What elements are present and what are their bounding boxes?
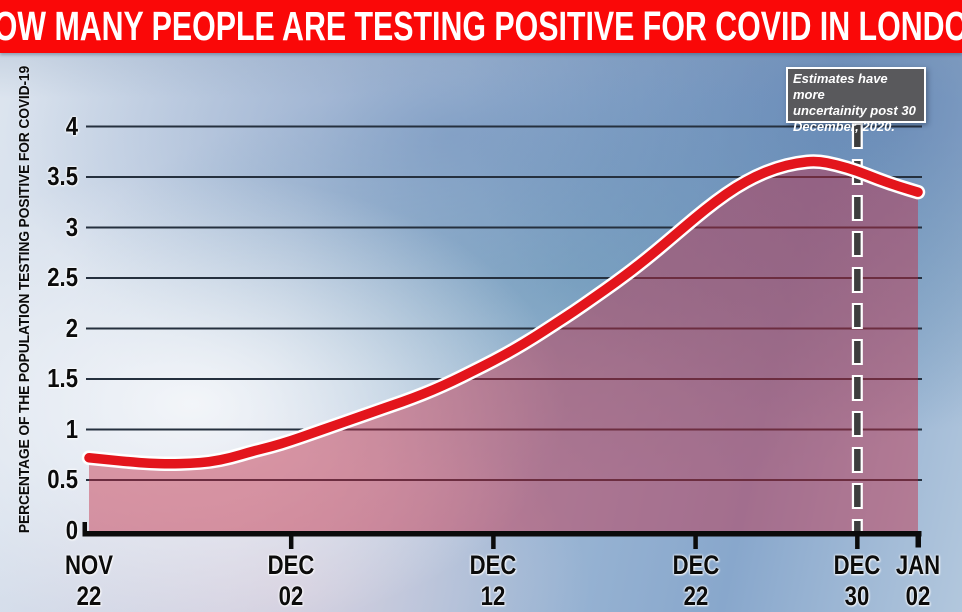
x-tick-month: DEC [469, 550, 517, 580]
x-tick-label: NOV 22 [52, 551, 126, 611]
y-tick-label: 4 [65, 110, 78, 141]
y-tick-label: 1.5 [47, 363, 78, 393]
y-tick-label: 3 [65, 211, 78, 242]
area-fill [89, 161, 918, 532]
annotation-line: uncertainity post 30 [793, 103, 916, 118]
trend-line [84, 156, 923, 469]
x-axis-start-tick [82, 522, 87, 532]
x-tick-day: 02 [278, 581, 304, 611]
y-tick-label: 1 [65, 413, 78, 444]
x-tick-month: DEC [833, 550, 881, 580]
x-tick-month: DEC [267, 550, 315, 580]
x-axis-end-tick [915, 536, 921, 548]
x-tick-label: DEC 02 [254, 551, 328, 611]
x-tick-month: DEC [672, 550, 719, 580]
x-axis-tick [288, 536, 294, 549]
x-tick-day: 02 [905, 581, 931, 611]
x-axis-line [82, 531, 922, 537]
y-tick-label: 0 [65, 514, 78, 545]
y-tick-label: 2 [65, 312, 78, 343]
x-axis-tick [693, 536, 698, 549]
x-tick-month: NOV [65, 550, 113, 580]
x-tick-day: 12 [481, 581, 506, 611]
x-tick-month: JAN [895, 550, 941, 580]
y-tick-label: 2.5 [47, 262, 78, 292]
title-banner: HOW MANY PEOPLE ARE TESTING POSITIVE FOR… [0, 0, 962, 53]
annotation-line: December, 2020. [793, 119, 895, 134]
annotation-line: Estimates have more [793, 71, 888, 102]
x-tick-label: DEC 12 [456, 551, 530, 611]
page-title: HOW MANY PEOPLE ARE TESTING POSITIVE FOR… [0, 3, 962, 49]
x-tick-label: JAN 02 [881, 551, 955, 611]
x-axis-tick [855, 536, 860, 549]
x-tick-label: DEC 30 [820, 551, 894, 611]
x-tick-label: DEC 22 [659, 551, 733, 611]
x-tick-day: 22 [76, 581, 102, 611]
x-axis-tick [491, 536, 496, 549]
y-tick-label: 3.5 [47, 161, 78, 191]
x-tick-day: 22 [683, 581, 708, 611]
x-tick-day: 30 [845, 581, 870, 611]
y-tick-label: 0.5 [47, 464, 78, 494]
uncertainty-annotation: Estimates have more uncertainity post 30… [786, 67, 926, 134]
